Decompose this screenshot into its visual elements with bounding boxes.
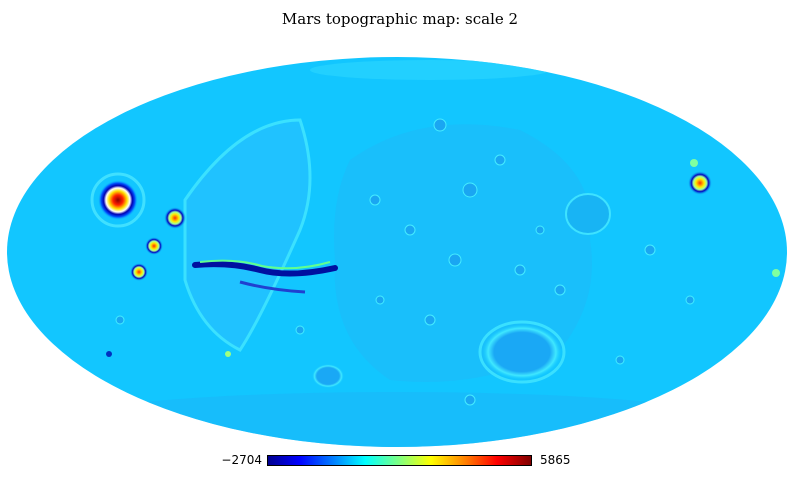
colorbar: [267, 455, 532, 466]
southern-band: [67, 392, 727, 447]
small-craters: [115, 118, 695, 406]
warm-spot: [772, 269, 780, 277]
valles-marineris-rim: [199, 259, 331, 270]
colorbar-max-label: 5865: [540, 453, 571, 467]
isidis-basin: [565, 193, 611, 235]
highland-region: [334, 124, 592, 383]
tharsis-region: [183, 118, 312, 352]
colorbar-min-label: −2704: [221, 453, 262, 467]
olympus-mons: [98, 180, 138, 220]
valles-marineris: [192, 261, 338, 277]
warm-spot: [225, 351, 231, 357]
elysium-minor: [690, 159, 698, 167]
valles-marineris-south: [239, 280, 306, 294]
hellas-basin-rim: [478, 320, 566, 384]
hellas-basin: [482, 324, 562, 380]
map-title: Mars topographic map: scale 2: [281, 10, 519, 28]
northern-band: [310, 60, 550, 80]
cold-spot: [106, 351, 112, 357]
ascraeus-mons: [164, 207, 186, 229]
pavonis-mons: [145, 237, 163, 255]
argyre-basin: [312, 364, 344, 388]
elysium-mons: [688, 171, 712, 195]
arsia-mons: [130, 263, 148, 281]
olympus-mons-halo: [90, 172, 146, 228]
